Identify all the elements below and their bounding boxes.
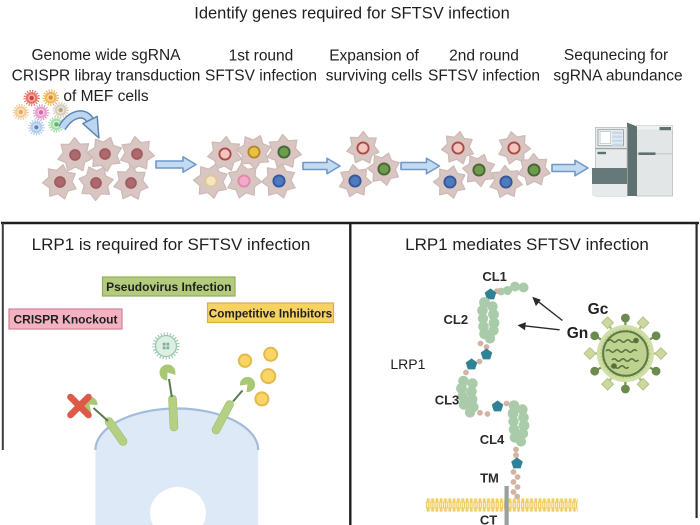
svg-text:CL4: CL4 (480, 432, 505, 447)
svg-text:sgRNA abundance: sgRNA abundance (553, 68, 682, 85)
svg-text:LRP1: LRP1 (390, 356, 425, 372)
svg-text:Identify genes required for SF: Identify genes required for SFTSV infect… (194, 5, 510, 23)
svg-text:Gn: Gn (567, 325, 589, 342)
svg-text:2nd round: 2nd round (449, 48, 519, 65)
svg-text:surviving cells: surviving cells (326, 68, 423, 85)
svg-text:of MEF cells: of MEF cells (63, 88, 149, 105)
svg-text:Expansion of: Expansion of (329, 48, 419, 65)
svg-text:LRP1 mediates SFTSV infection: LRP1 mediates SFTSV infection (405, 235, 649, 254)
svg-text:Gc: Gc (588, 301, 609, 318)
svg-text:Genome wide sgRNA: Genome wide sgRNA (31, 47, 181, 64)
svg-text:SFTSV infection: SFTSV infection (205, 68, 317, 85)
svg-text:CRISPR libray transduction: CRISPR libray transduction (12, 68, 201, 85)
svg-text:LRP1 is required for SFTSV inf: LRP1 is required for SFTSV infection (32, 235, 311, 254)
svg-text:TM: TM (480, 471, 499, 486)
svg-text:CRISPR Knockout: CRISPR Knockout (13, 313, 117, 327)
svg-text:Sequnecing for: Sequnecing for (564, 47, 668, 64)
svg-text:Competitive Inhibitors: Competitive Inhibitors (209, 308, 333, 321)
svg-text:CL3: CL3 (435, 393, 460, 408)
svg-text:CT: CT (480, 513, 497, 525)
svg-text:SFTSV infection: SFTSV infection (428, 68, 540, 85)
svg-text:1st round: 1st round (229, 48, 294, 65)
svg-text:CL2: CL2 (444, 312, 469, 327)
svg-text:Pseudovirus Infection: Pseudovirus Infection (106, 280, 231, 294)
svg-text:CL1: CL1 (482, 269, 507, 284)
